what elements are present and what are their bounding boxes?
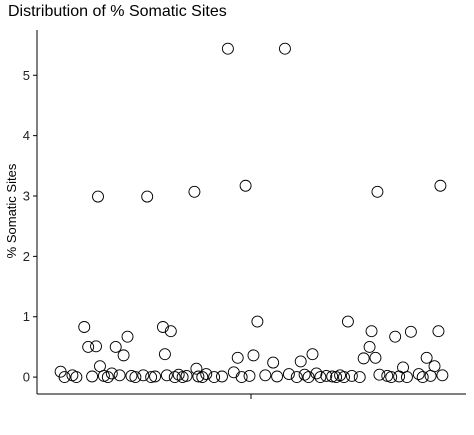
scatter-point bbox=[251, 315, 264, 328]
y-tick-label: 1 bbox=[23, 309, 30, 324]
scatter-point bbox=[401, 371, 413, 384]
scatter-point bbox=[239, 179, 252, 192]
scatter-point bbox=[70, 371, 83, 384]
scatter-point bbox=[192, 370, 205, 383]
y-tick-label: 3 bbox=[23, 189, 30, 204]
scatter-point bbox=[294, 355, 307, 368]
scatter-point bbox=[190, 362, 203, 375]
scatter-point bbox=[117, 349, 130, 362]
scatter-point bbox=[373, 368, 386, 381]
scatter-point bbox=[180, 369, 193, 382]
scatter-point bbox=[259, 369, 272, 382]
scatter-point bbox=[389, 330, 402, 343]
scatter-point bbox=[200, 368, 213, 381]
scatter-point bbox=[365, 325, 378, 338]
scatter-point bbox=[302, 371, 315, 384]
scatter-point bbox=[196, 371, 209, 384]
scatter-point bbox=[434, 179, 447, 192]
scatter-point bbox=[149, 370, 162, 383]
scatter-point bbox=[172, 368, 185, 381]
scatter-point bbox=[227, 366, 240, 379]
scatter-point bbox=[86, 370, 99, 383]
scatter-point bbox=[78, 321, 91, 333]
scatter-point bbox=[282, 368, 295, 381]
scatter-point bbox=[92, 190, 104, 203]
scatter-point bbox=[58, 371, 71, 384]
scatter-point bbox=[141, 190, 154, 203]
scatter-point bbox=[145, 371, 158, 384]
scatter-point bbox=[113, 369, 126, 382]
scatter-point bbox=[105, 367, 118, 380]
scatter-point bbox=[306, 348, 319, 361]
scatter-point bbox=[298, 368, 311, 381]
scatter-point bbox=[216, 370, 228, 383]
y-axis-title: % Somatic Sites bbox=[4, 163, 19, 258]
y-tick-label: 4 bbox=[23, 128, 30, 143]
y-axis-ticks: 0 1 2 3 4 5 bbox=[23, 68, 37, 385]
scatter-point bbox=[279, 42, 291, 55]
scatter-point bbox=[353, 371, 366, 384]
scatter-point bbox=[231, 351, 244, 364]
scatter-point bbox=[363, 340, 376, 353]
scatter-point bbox=[416, 371, 429, 384]
scatter-point bbox=[267, 356, 280, 369]
scatter-point bbox=[314, 371, 327, 384]
data-points bbox=[54, 42, 449, 384]
scatter-point bbox=[243, 369, 256, 382]
scatter-point bbox=[208, 371, 221, 384]
y-tick-label: 5 bbox=[23, 68, 30, 83]
scatter-point bbox=[420, 351, 433, 364]
scatter-point bbox=[326, 370, 339, 383]
scatter-point bbox=[109, 340, 122, 353]
scatter-point bbox=[158, 348, 171, 361]
scatter-point bbox=[121, 330, 134, 343]
scatter-point bbox=[101, 371, 114, 384]
scatter-point bbox=[235, 371, 248, 384]
scatter-point bbox=[341, 315, 354, 328]
scatter-point bbox=[385, 371, 398, 384]
scatter-point bbox=[345, 369, 358, 382]
scatter-point bbox=[160, 369, 173, 382]
scatter-point bbox=[357, 352, 370, 365]
scatter-point bbox=[168, 371, 181, 384]
scatter-point bbox=[436, 369, 449, 382]
scatter-point bbox=[369, 351, 382, 364]
scatter-point bbox=[129, 371, 142, 384]
scatter-point bbox=[412, 368, 425, 381]
scatter-point bbox=[90, 340, 102, 353]
scatter-point bbox=[428, 360, 441, 373]
scatter-point bbox=[247, 349, 260, 362]
scatter-point bbox=[221, 42, 234, 55]
scatter-point bbox=[188, 185, 201, 198]
scatter-point bbox=[290, 371, 303, 384]
scatter-point bbox=[271, 370, 284, 383]
scatter-point bbox=[164, 325, 177, 338]
scatter-point bbox=[404, 325, 417, 338]
y-tick-label: 0 bbox=[23, 370, 30, 385]
scatter-point bbox=[320, 369, 333, 382]
scatter-point bbox=[137, 369, 150, 382]
scatter-point bbox=[338, 371, 350, 384]
scatter-point bbox=[310, 367, 323, 380]
scatter-point bbox=[82, 340, 95, 353]
scatter-point bbox=[371, 185, 384, 198]
y-tick-label: 2 bbox=[23, 249, 30, 264]
scatter-point bbox=[432, 325, 445, 338]
scatter-point bbox=[156, 321, 169, 333]
chart-title: Distribution of % Somatic Sites bbox=[8, 3, 227, 20]
